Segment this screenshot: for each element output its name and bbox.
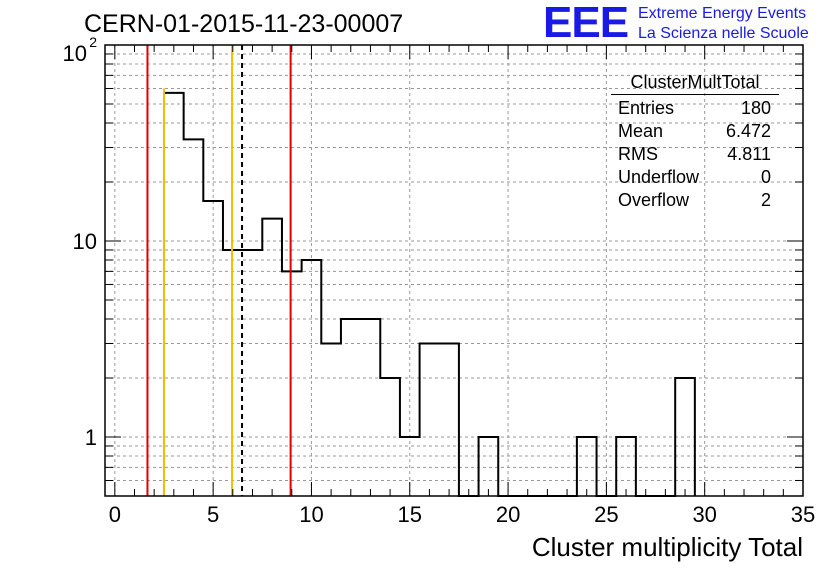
x-tick-label: 35 (791, 502, 815, 527)
histogram-bin (262, 219, 282, 496)
histogram-bin (380, 378, 400, 496)
x-tick-label: 15 (398, 502, 422, 527)
x-tick-label: 30 (692, 502, 716, 527)
x-axis: 0 5 10 15 20 25 30 35 (109, 45, 815, 527)
stats-label: Underflow (618, 167, 700, 187)
histogram-bin (479, 437, 499, 496)
stats-label: Overflow (618, 190, 690, 210)
x-axis-label: Cluster multiplicity Total (531, 532, 803, 562)
histogram-bin (203, 201, 223, 496)
stats-row-underflow: Underflow 0 (611, 166, 779, 189)
histogram-bin (302, 260, 322, 496)
histogram-bin (420, 343, 440, 496)
stats-value: 6.472 (725, 121, 771, 141)
histogram-bin (616, 437, 636, 496)
stats-value: 180 (740, 98, 771, 118)
plot-frame (104, 44, 804, 497)
logo-caption-line1: Extreme Energy Events (638, 5, 807, 22)
stats-title: ClusterMultTotal (611, 72, 779, 95)
histogram-bin (675, 378, 695, 496)
histogram-bin (282, 271, 302, 496)
stats-value: 0 (760, 167, 771, 187)
plot-frame-border (104, 44, 804, 497)
stats-value: 4.811 (727, 144, 771, 164)
y-tick-label: 1 (85, 425, 97, 450)
histogram-bin (164, 93, 184, 496)
stats-row-entries: Entries 180 (611, 97, 779, 120)
histogram-bin (439, 343, 459, 496)
stats-label: Entries (618, 98, 675, 118)
histogram-bin (577, 437, 597, 496)
x-tick-label: 10 (299, 502, 323, 527)
x-tick-label: 20 (496, 502, 520, 527)
stats-row-mean: Mean 6.472 (611, 120, 779, 143)
x-tick-label: 25 (594, 502, 618, 527)
x-tick-label: 5 (207, 502, 219, 527)
marker-lines (146, 45, 292, 496)
y-tick-label: 10 (63, 41, 87, 66)
histogram-bin (321, 343, 341, 496)
page-title: CERN-01-2015-11-23-00007 (84, 10, 404, 38)
y-tick-label: 10 (73, 229, 97, 254)
stats-box: ClusterMultTotal Entries 180 Mean 6.472 … (611, 72, 779, 212)
x-tick-label: 0 (109, 502, 121, 527)
stats-label: RMS (618, 144, 658, 164)
histogram-bin (361, 319, 381, 496)
stats-label: Mean (618, 121, 664, 141)
histogram-bin (184, 139, 204, 496)
logo-caption: Extreme Energy Events La Scienza nelle S… (638, 4, 809, 44)
histogram-bin (341, 319, 361, 496)
logo-caption-line2: La Scienza nelle Scuole (638, 25, 809, 42)
eee-logo: EEE (543, 0, 629, 47)
histogram-bin (243, 250, 263, 496)
stats-row-rms: RMS 4.811 (611, 143, 779, 166)
stats-value: 2 (760, 190, 771, 210)
stats-row-overflow: Overflow 2 (611, 189, 779, 212)
y-tick-exponent: 2 (89, 34, 97, 50)
